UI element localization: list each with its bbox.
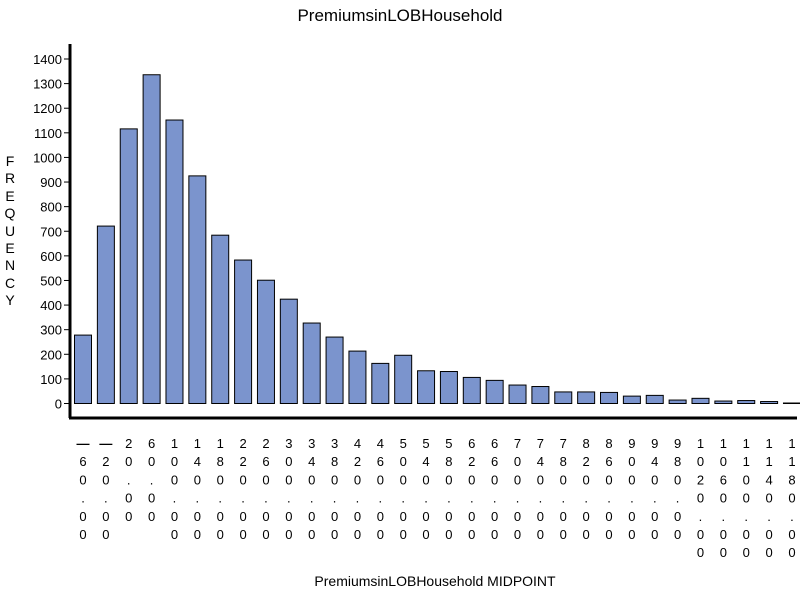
bar xyxy=(325,336,344,404)
y-axis-label: FREQUENCY xyxy=(4,153,16,309)
y-tick-label: 1400 xyxy=(33,52,62,67)
bar xyxy=(96,225,115,404)
bar xyxy=(622,395,641,405)
bar xyxy=(737,400,756,405)
y-axis-ticks: 0 100 200 300 400 500 600 700 800 900 1000 1100 1200… xyxy=(33,52,70,412)
chart-title: PremiumsinLOBHousehold xyxy=(297,6,503,25)
bar xyxy=(462,376,481,405)
y-tick-label: 900 xyxy=(40,175,62,190)
bar xyxy=(577,391,596,404)
x-axis-ticks: —6 0. 0 0 — 2 0. 0 0 2 0. 0 0 6 0. 0 0 1 0 0. 0 0 1 4 0. 0 0 1 8 0. 0 0… xyxy=(77,436,796,560)
bar xyxy=(74,334,92,404)
bar xyxy=(394,354,413,404)
bar xyxy=(417,370,436,404)
bar xyxy=(439,371,458,404)
bar xyxy=(211,234,230,404)
bar xyxy=(645,394,664,404)
bar xyxy=(234,259,253,404)
y-tick-label: 0 xyxy=(55,397,62,412)
y-tick-label: 1200 xyxy=(33,101,62,116)
y-tick-label: 300 xyxy=(40,323,62,338)
bar xyxy=(119,128,138,405)
y-tick-label: 200 xyxy=(40,347,62,362)
bar xyxy=(668,399,687,404)
bar xyxy=(302,322,321,404)
bar xyxy=(531,386,550,404)
y-tick-label: 400 xyxy=(40,298,62,313)
bar-series xyxy=(74,74,800,405)
bar xyxy=(142,74,161,405)
y-tick-label: 800 xyxy=(40,200,62,215)
bar xyxy=(554,391,573,404)
x-tick-label: —6 0. 0 0 xyxy=(77,436,90,542)
bar xyxy=(782,402,800,405)
x-axis-label: PremiumsinLOBHousehold MIDPOINT xyxy=(314,573,556,589)
bar xyxy=(279,298,298,404)
y-tick-label: 500 xyxy=(40,273,62,288)
x-tick-label: —2 0. 0 0 xyxy=(99,436,112,542)
y-tick-label: 1000 xyxy=(33,150,62,165)
y-tick-label: 600 xyxy=(40,249,62,264)
bar xyxy=(485,379,504,405)
bar xyxy=(691,397,710,404)
y-tick-label: 1100 xyxy=(34,126,62,141)
bar xyxy=(600,391,619,405)
bar xyxy=(371,362,390,404)
bar xyxy=(348,350,367,405)
bar xyxy=(256,279,275,404)
bar xyxy=(188,175,207,404)
y-tick-label: 1300 xyxy=(33,77,62,92)
bar xyxy=(760,401,779,405)
y-tick-label: 100 xyxy=(40,372,62,387)
bar xyxy=(714,400,733,404)
y-tick-label: 700 xyxy=(40,224,62,239)
bar xyxy=(508,384,527,405)
bar xyxy=(165,119,184,404)
